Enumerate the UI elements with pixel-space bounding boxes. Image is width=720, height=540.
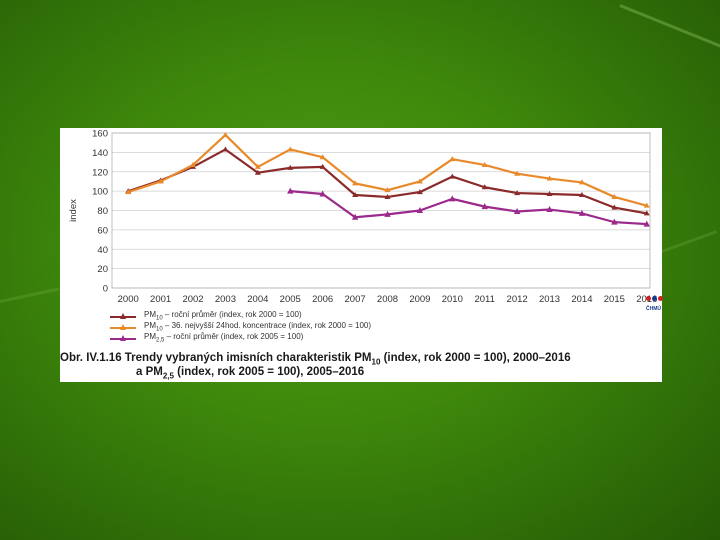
data-point	[287, 164, 294, 170]
x-tick-label: 2007	[345, 294, 366, 305]
x-tick-label: 2001	[150, 294, 171, 305]
x-tick-label: 2009	[409, 294, 430, 305]
y-tick-label: 40	[97, 245, 108, 256]
data-point	[125, 189, 132, 195]
data-point	[514, 170, 521, 176]
x-tick-label: 2013	[539, 294, 560, 305]
x-tick-label: 2003	[215, 294, 236, 305]
decorative-stripe	[619, 4, 720, 52]
series-line	[290, 190, 647, 226]
data-point	[254, 169, 261, 175]
legend-swatch-pm25-mean	[110, 338, 136, 340]
data-point	[611, 193, 618, 199]
data-point	[319, 163, 326, 169]
x-tick-label: 2015	[604, 294, 625, 305]
data-point	[546, 175, 553, 181]
data-point	[546, 191, 553, 197]
data-point	[287, 146, 294, 152]
logo-dot-blue	[652, 296, 657, 301]
y-tick-label: 80	[97, 206, 108, 217]
data-point	[190, 161, 197, 167]
data-point	[481, 203, 488, 210]
y-tick-label: 140	[92, 148, 108, 159]
decorative-stripe	[0, 287, 60, 303]
x-tick-label: 2004	[247, 294, 268, 305]
data-point	[222, 131, 229, 137]
data-point	[481, 161, 488, 167]
data-point	[416, 178, 423, 184]
plot-frame	[111, 132, 651, 289]
y-tick-label: 100	[92, 187, 108, 198]
data-point	[352, 192, 359, 197]
figure-caption-line-2: a PM2,5 (index, rok 2005 = 100), 2005–20…	[136, 366, 365, 381]
data-point	[611, 204, 618, 210]
chart-figure: 0 20 40 60 80 100 120 140 160 2000 2001 2002 2003 200…	[60, 128, 664, 382]
decorative-stripe	[661, 230, 718, 253]
data-point	[513, 207, 521, 214]
logo-dot-red	[658, 296, 663, 301]
figure-caption-line-1: Obr. IV.1.16 Trendy vybraných imisních c…	[60, 352, 571, 367]
y-tick-label: 20	[97, 264, 108, 275]
data-point	[157, 178, 164, 184]
x-tick-label: 2008	[377, 294, 398, 305]
data-point	[352, 180, 359, 186]
logo-dot-red	[646, 296, 651, 301]
data-point	[449, 173, 456, 179]
logo-text: ČHMÚ	[646, 306, 661, 312]
data-point	[319, 154, 326, 160]
legend-item-pm25-mean: PM2,5 – roční průměr (index, rok 2005 = …	[144, 332, 304, 344]
data-point	[578, 192, 585, 197]
data-point	[416, 189, 423, 195]
data-point	[643, 202, 650, 208]
x-tick-label: 2014	[571, 294, 592, 305]
x-tick-label: 2012	[507, 294, 528, 305]
y-axis-label: index	[68, 199, 79, 222]
x-tick-label: 2002	[182, 294, 203, 305]
x-tick-label: 2006	[312, 294, 333, 305]
data-point	[254, 163, 261, 169]
legend-swatch-pm10-mean	[110, 316, 136, 318]
data-point	[449, 156, 456, 162]
data-point	[514, 190, 521, 196]
data-point	[384, 187, 391, 193]
data-point	[384, 210, 391, 217]
data-point	[416, 207, 424, 213]
x-tick-label: 2011	[474, 294, 494, 305]
legend-item-pm10-36th: PM10 – 36. nejvyšší 24hod. koncentrace (…	[144, 321, 372, 333]
line-chart: 0 20 40 60 80 100 120 140 160 2000 2001 2002 2003 200…	[68, 129, 657, 341]
y-tick-label: 120	[92, 167, 108, 178]
y-tick-label: 60	[97, 225, 108, 236]
legend-swatch-pm10-36th	[110, 327, 136, 329]
data-point	[611, 218, 618, 225]
data-point	[643, 220, 650, 227]
data-point	[449, 195, 456, 202]
data-point	[351, 213, 359, 220]
data-point	[481, 184, 488, 190]
data-point	[222, 146, 229, 152]
x-tick-label: 2010	[442, 294, 463, 305]
legend-item-pm10-mean: PM10 – roční průměr (index, rok 2000 = 1…	[144, 310, 302, 322]
data-point	[319, 190, 326, 197]
chmi-logo: ČHMÚ	[646, 294, 664, 312]
data-point	[384, 193, 391, 199]
data-point	[643, 210, 650, 216]
x-tick-label: 2005	[280, 294, 301, 305]
data-point	[287, 187, 294, 194]
y-tick-label: 160	[92, 129, 108, 140]
y-tick-label: 0	[103, 284, 108, 295]
x-tick-label: 2000	[118, 294, 139, 305]
data-point	[546, 206, 553, 213]
data-point	[578, 179, 585, 185]
data-point	[578, 209, 586, 216]
